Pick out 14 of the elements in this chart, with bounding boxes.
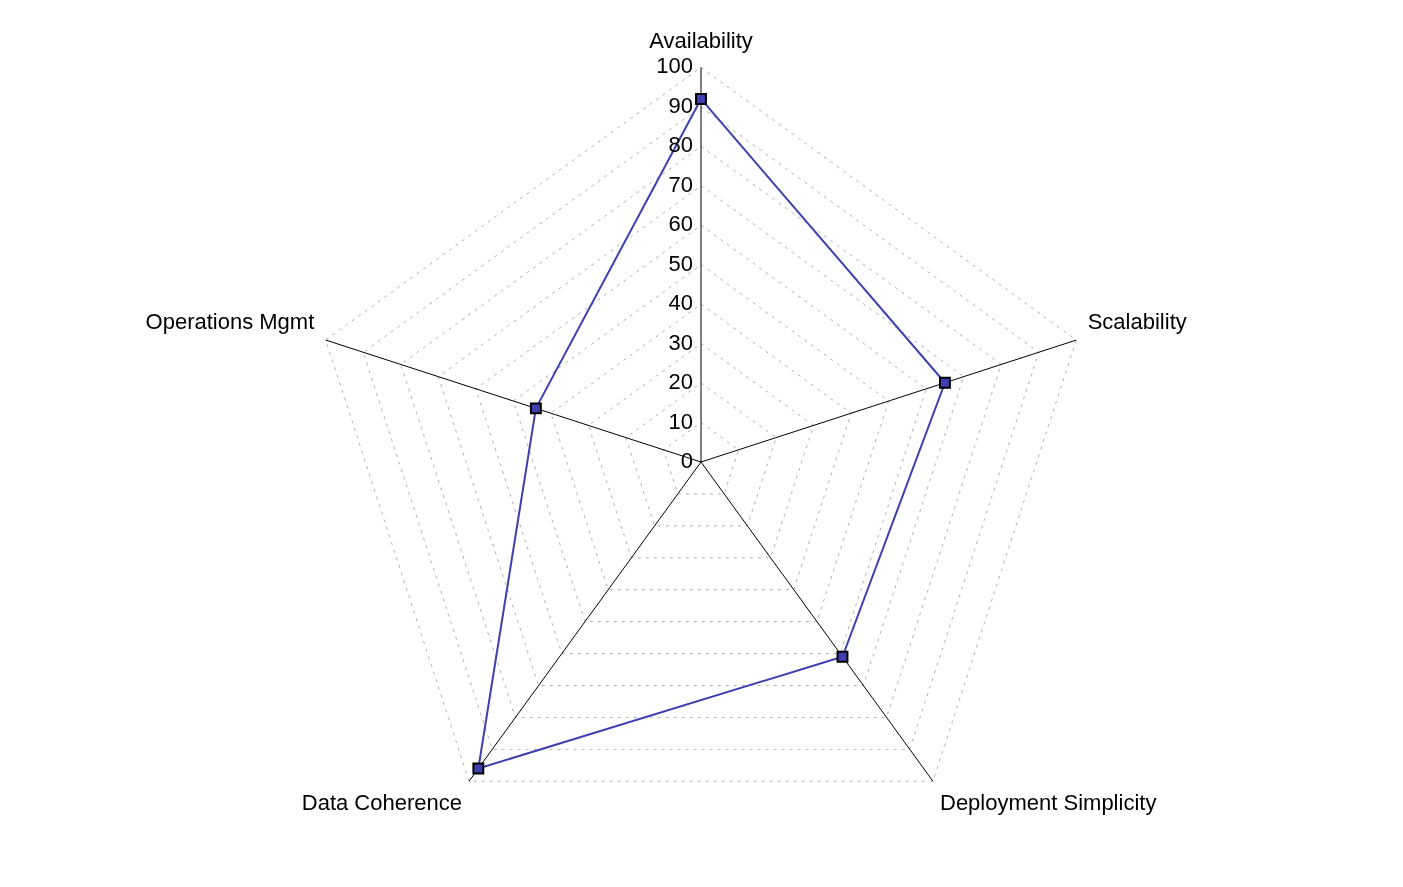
spoke-label: Scalability [1087,309,1187,335]
y-tick-label: 30 [668,329,693,355]
spoke-label: Operations Mgmt [145,309,315,335]
y-tick-label: 10 [668,408,693,434]
y-tick-label: 40 [668,290,693,316]
spoke-label: Availability [649,28,753,54]
y-tick-label: 70 [668,171,693,197]
y-tick-label: 60 [668,211,693,237]
y-tick-label: 100 [656,53,693,79]
y-tick-label: 50 [668,250,693,276]
spoke-label: Deployment Simplicity [939,790,1157,816]
spoke-label: Data Coherence [301,790,463,816]
y-tick-label: 20 [668,369,693,395]
y-tick-label: 90 [668,92,693,118]
